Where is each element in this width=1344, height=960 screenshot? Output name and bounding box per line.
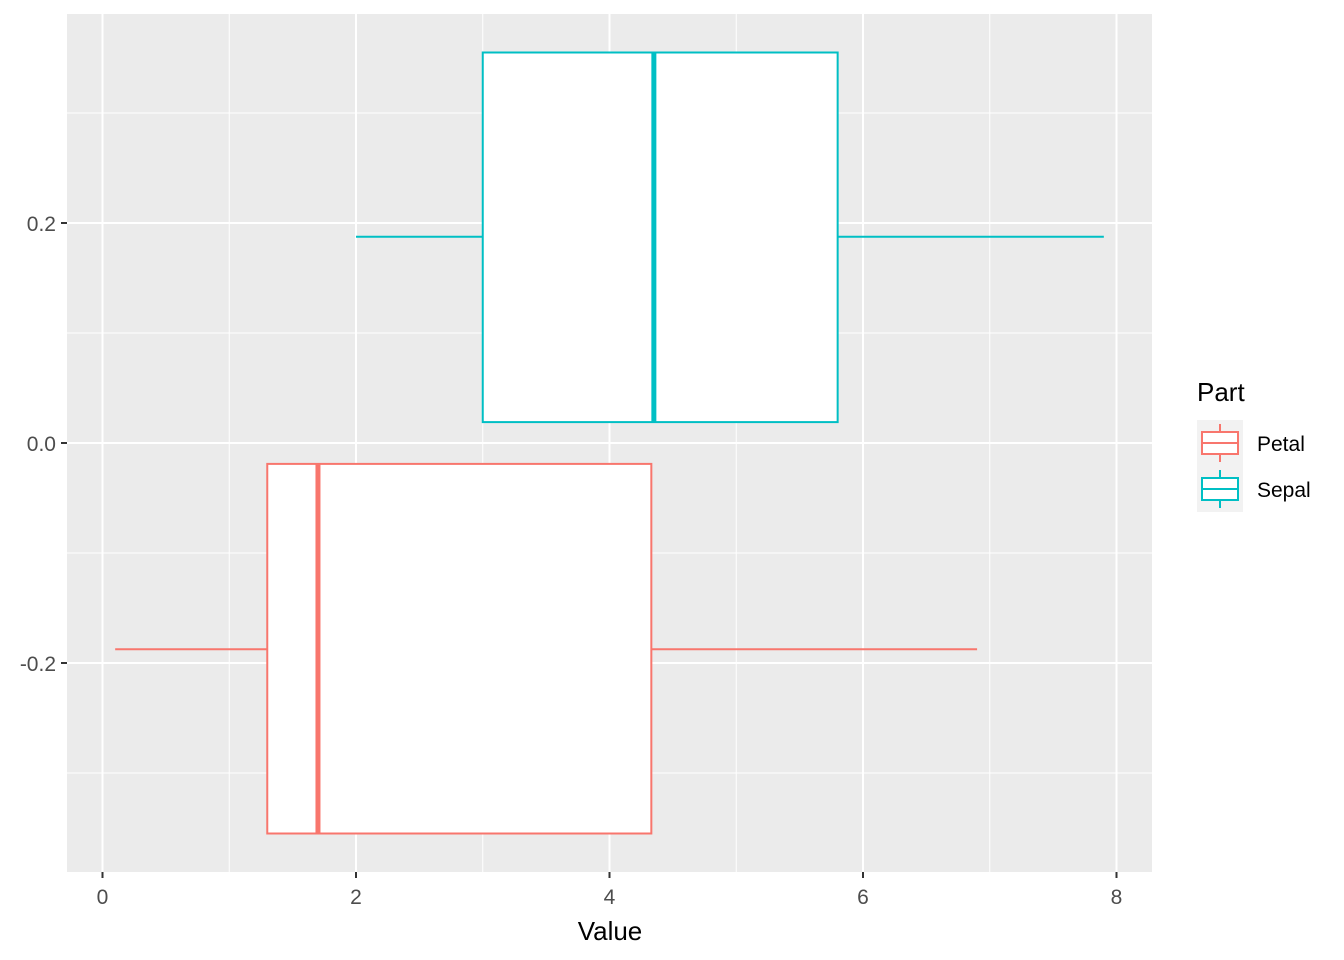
legend-label: Sepal [1257,479,1311,502]
boxes [115,51,1104,835]
iqr-box [481,51,839,424]
x-tick-label: 6 [857,886,869,909]
legend: Part Petal Sepal [1197,377,1311,512]
axes: 0 2 4 6 8 -0.2 0.0 0.2 [20,213,1123,909]
y-tick-label: 0.2 [27,213,56,236]
iqr-box [266,462,653,835]
legend-item-sepal: Sepal [1197,466,1311,512]
x-tick-label: 0 [97,886,109,909]
x-tick-label: 4 [604,886,616,909]
x-tick-label: 2 [350,886,362,909]
x-axis-title: Value [578,916,643,946]
y-tick-label: 0.0 [27,433,56,456]
legend-title: Part [1197,377,1245,407]
box-petal [115,462,978,835]
box-sepal [355,51,1104,424]
legend-item-petal: Petal [1197,420,1305,466]
x-tick-label: 8 [1111,886,1123,909]
y-tick-label: -0.2 [20,653,56,676]
legend-label: Petal [1257,433,1305,456]
